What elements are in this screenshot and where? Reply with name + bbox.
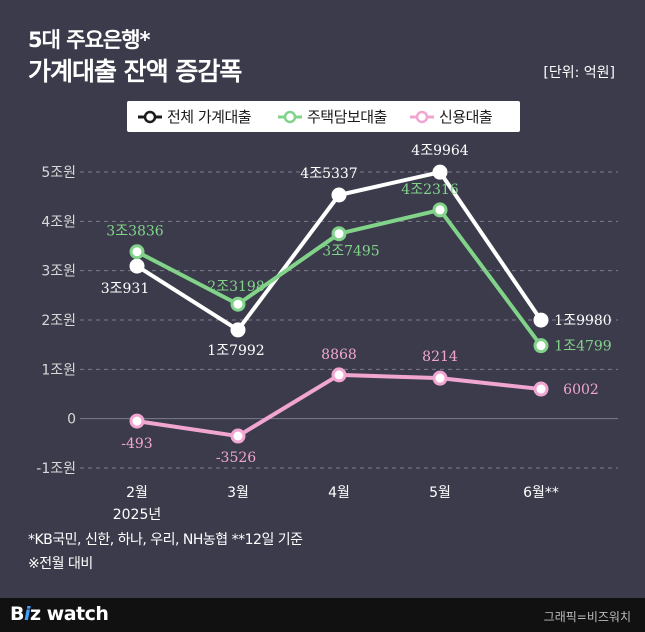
x-axis-ticks: 2월 2025년 3월 4월 5월 6월** [113, 485, 559, 523]
x-tick-label: 3월 [227, 485, 249, 501]
legend-marker-total [137, 110, 163, 124]
data-label-total: 1조7992 [207, 343, 264, 359]
data-point-mortgage [131, 246, 143, 258]
data-point-credit [535, 383, 547, 395]
data-label-credit: 6002 [563, 382, 599, 398]
data-point-total [535, 314, 547, 326]
series-lines [131, 166, 547, 442]
data-point-credit [232, 430, 244, 442]
data-label-credit: 8868 [321, 347, 357, 363]
data-label-mortgage: 2조3198 [207, 279, 264, 295]
footnote-banks: *KB국민, 신한, 하나, 우리, NH농협 **12일 기준 [28, 529, 303, 549]
data-point-mortgage [535, 340, 547, 352]
data-point-credit [131, 415, 143, 427]
x-tick-label: 5월 [429, 485, 451, 501]
data-point-mortgage [333, 228, 345, 240]
footer-bar: Biz watch 그래픽=비즈워치 [0, 598, 645, 632]
footnote-basis: ※전월 대비 [28, 553, 93, 573]
bizwatch-logo: Biz watch [10, 603, 108, 625]
legend-marker-credit [409, 110, 435, 124]
data-point-credit [333, 369, 345, 381]
legend: 전체 가계대출 주택담보대출 신용대출 [127, 101, 520, 132]
x-tick-label: 4월 [328, 485, 350, 501]
series-line-credit [137, 375, 541, 436]
y-tick-label: 0 [67, 412, 76, 428]
data-point-total [131, 260, 143, 272]
x-tick-label: 6월** [523, 485, 559, 501]
data-label-mortgage: 1조4799 [554, 339, 611, 355]
y-tick-label: 5조원 [41, 165, 76, 181]
y-tick-label: -1조원 [36, 461, 76, 477]
legend-item-credit: 신용대출 [409, 101, 492, 132]
data-label-mortgage: 4조2316 [401, 182, 459, 198]
y-tick-label: 3조원 [41, 264, 76, 280]
data-point-mortgage [434, 204, 446, 216]
data-label-total: 1조9980 [554, 313, 611, 329]
data-label-credit: -3526 [216, 450, 256, 466]
legend-label-mortgage: 주택담보대출 [307, 106, 387, 127]
line-chart: 5조원 4조원 3조원 2조원 1조원 0 -1조원 2월 2025년 3월 4월 5월 6월** 3… [0, 0, 645, 598]
data-label-total: 4조5337 [300, 166, 357, 182]
y-tick-label: 2조원 [41, 313, 76, 329]
legend-label-total: 전체 가계대출 [167, 106, 251, 127]
y-tick-label: 1조원 [41, 362, 76, 378]
data-label-credit: -493 [121, 436, 152, 452]
data-label-mortgage: 3조7495 [322, 244, 379, 260]
legend-label-credit: 신용대출 [439, 106, 492, 127]
data-point-total [434, 166, 446, 178]
data-point-mortgage [232, 298, 244, 310]
data-label-credit: 8214 [422, 349, 458, 365]
data-point-credit [434, 372, 446, 384]
data-label-total: 4조9964 [411, 143, 469, 159]
data-point-total [232, 324, 244, 336]
data-label-total: 3조931 [101, 281, 150, 297]
data-label-mortgage: 3조3836 [106, 224, 164, 240]
legend-item-mortgage: 주택담보대출 [277, 101, 387, 132]
x-tick-label: 2월 [126, 485, 148, 501]
legend-marker-mortgage [277, 110, 303, 124]
y-axis-ticks: 5조원 4조원 3조원 2조원 1조원 0 -1조원 [36, 165, 76, 477]
data-point-total [333, 189, 345, 201]
y-tick-label: 4조원 [41, 214, 76, 230]
x-tick-sublabel: 2025년 [113, 507, 162, 523]
graphic-credit: 그래픽=비즈워치 [544, 608, 631, 625]
legend-item-total: 전체 가계대출 [137, 101, 251, 132]
